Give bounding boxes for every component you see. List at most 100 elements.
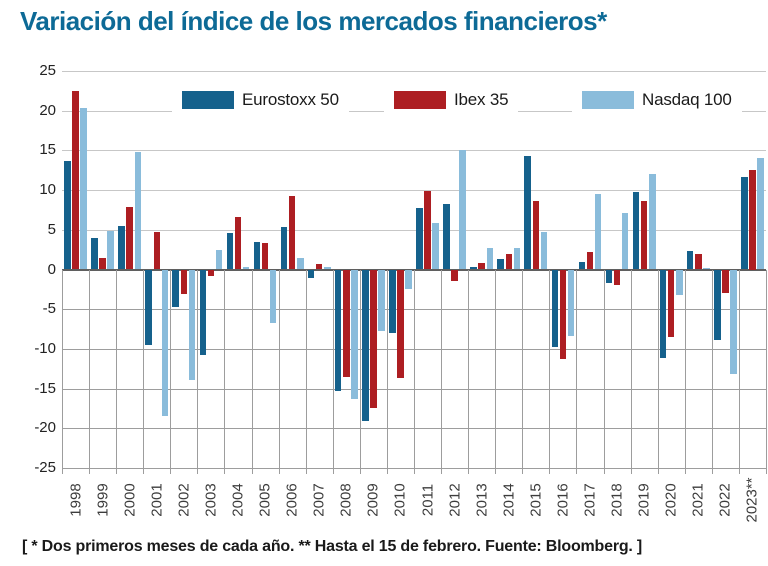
x-axis-tick-label: 2023** [743,477,761,523]
x-axis-tick-label: 2000 [121,483,139,517]
ibex-swatch-icon [394,91,446,109]
bar-ibex-35-2022 [722,269,729,294]
eurostoxx-swatch-icon [182,91,234,109]
x-axis-tick-label: 2014 [500,483,518,517]
y-axis-tick-label: 10 [39,181,56,199]
bar-nasdaq-100-2004 [242,267,250,270]
x-axis-tick-label: 2019 [635,483,653,517]
x-axis-tick-label: 2007 [310,483,328,517]
bar-nasdaq-100-2002 [188,269,196,380]
x-axis-tick-label: 2010 [391,483,409,517]
bar-ibex-35-2017 [586,252,594,270]
gridline-x-separator [116,269,118,474]
bar-nasdaq-100-2011 [432,223,439,270]
x-axis-tick-label: 2005 [256,483,274,517]
bar-eurostoxx-50-2000 [118,225,125,270]
bar-ibex-35-2000 [126,206,133,270]
x-axis-tick-label: 1998 [67,483,85,517]
gridline-y-5 [62,229,766,231]
chart-title: Variación del índice de los mercados fin… [20,6,607,36]
gridline-x-separator [332,269,334,474]
y-axis-tick-label: -15 [34,379,56,397]
bar-ibex-35-2014 [505,254,513,270]
bar-ibex-35-2007 [315,263,323,270]
gridline-x-separator [170,269,172,474]
legend-item-ibex: Ibex 35 [384,84,519,116]
bar-nasdaq-100-2000 [134,151,142,270]
bar-eurostoxx-50-2012 [443,204,450,270]
bar-eurostoxx-50-2010 [389,269,396,334]
bar-nasdaq-100-2001 [161,269,169,416]
bar-ibex-35-2012 [451,269,458,281]
bar-nasdaq-100-2009 [378,269,385,332]
x-axis-tick-label: 2003 [202,483,220,517]
bar-ibex-35-2008 [343,269,350,377]
y-axis-tick-label: 0 [47,260,56,278]
bar-nasdaq-100-2005 [269,269,277,324]
x-axis-tick-label: 2002 [175,483,193,517]
bar-eurostoxx-50-1999 [91,237,98,270]
y-axis-tick-label: 15 [39,141,56,159]
bar-eurostoxx-50-2018 [605,269,613,283]
bar-nasdaq-100-2013 [486,248,494,270]
gridline-x-separator [143,269,145,474]
bar-ibex-35-2005 [261,243,269,270]
bar-ibex-35-2002 [180,269,188,295]
bar-eurostoxx-50-2006 [280,227,288,270]
legend-label-ibex: Ibex 35 [454,90,509,109]
bar-ibex-35-2015 [532,201,540,270]
bar-ibex-35-2006 [288,195,296,270]
x-axis-tick-label: 2011 [419,483,437,517]
bar-ibex-35-2011 [424,190,431,270]
x-axis-tick-label: 2009 [364,483,382,517]
gridline-x-separator [224,269,226,474]
gridline-x-separator [684,269,686,474]
bar-nasdaq-100-2023** [757,157,764,270]
gridline-x-separator [549,269,551,474]
gridline-x-separator [522,269,524,474]
gridline-x-separator [468,269,470,474]
bar-eurostoxx-50-2009 [362,269,369,422]
x-axis-tick-label: 2022 [716,483,734,517]
y-axis-tick-label: -5 [42,300,56,318]
gridline-x-separator [197,269,199,474]
y-axis-tick-label: -10 [34,339,56,357]
nasdaq-swatch-icon [582,91,634,109]
bar-nasdaq-100-2003 [215,250,223,270]
bar-eurostoxx-50-2022 [714,269,721,341]
y-axis-tick-label: 20 [39,101,56,119]
gridline-x-separator [359,269,361,474]
x-axis-tick-label: 1999 [94,483,112,517]
bar-eurostoxx-50-2016 [551,269,559,348]
bar-eurostoxx-50-2013 [470,267,477,270]
gridline-x-separator [738,269,740,474]
bar-nasdaq-100-2016 [567,269,575,337]
bar-ibex-35-2004 [234,217,242,270]
x-axis-tick-label: 2021 [689,483,707,517]
gridline-x-separator [305,269,307,474]
gridline-x-separator [576,269,578,474]
x-axis-tick-label: 2001 [148,483,166,517]
bar-nasdaq-100-2010 [405,269,412,289]
bar-ibex-35-2020 [667,269,675,337]
bar-ibex-35-2003 [207,269,215,276]
bar-eurostoxx-50-2002 [172,269,179,307]
y-axis-tick-label: 25 [39,62,56,79]
bar-ibex-35-1999 [99,258,106,270]
x-axis-tick-label: 2004 [229,483,247,517]
bar-nasdaq-100-2006 [297,257,304,270]
bar-nasdaq-100-2022 [730,269,737,374]
bar-ibex-35-2013 [478,263,485,270]
bar-ibex-35-2009 [370,269,377,408]
bar-eurostoxx-50-2017 [578,262,586,270]
legend-item-eurostoxx: Eurostoxx 50 [172,84,349,116]
bar-nasdaq-100-2014 [513,248,521,270]
gridline-x-separator [630,269,632,474]
bar-ibex-35-2023** [749,170,756,270]
bar-nasdaq-100-2017 [594,194,602,270]
bar-nasdaq-100-1998 [80,107,87,270]
x-axis-tick-label: 2016 [554,483,572,517]
bar-nasdaq-100-2020 [676,269,683,295]
gridline-x-separator [62,269,63,474]
x-axis-tick-label: 2017 [581,483,599,517]
